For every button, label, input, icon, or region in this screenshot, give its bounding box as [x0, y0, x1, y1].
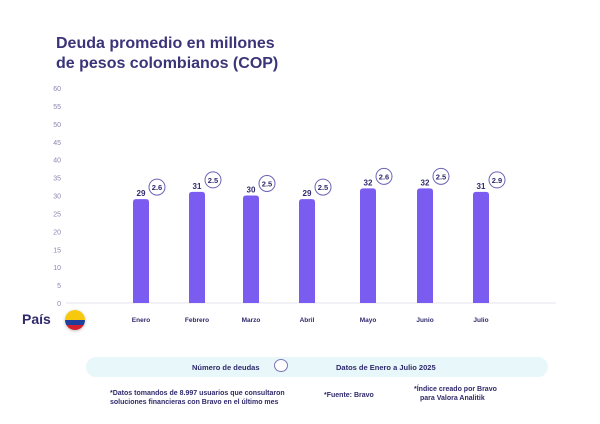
debt-count-bubble [204, 171, 222, 189]
y-tick-label: 0 [57, 301, 61, 308]
x-tick-label: Enero [132, 317, 150, 324]
index-note-line-1: *Índice creado por Bravo [414, 386, 497, 393]
y-tick-label: 15 [53, 247, 61, 254]
bar [417, 188, 433, 303]
colombia-flag-icon [65, 310, 85, 330]
data-source-note-line-2: soluciones financieras con Bravo en el ú… [110, 399, 279, 406]
debt-count-bubble [314, 178, 332, 196]
y-tick-label: 45 [53, 140, 61, 147]
chart-title-line-1: Deuda promedio en millones [56, 35, 275, 52]
debt-count-label: 2.5 [436, 172, 446, 181]
bar [189, 191, 205, 303]
legend-bar: Número de deudas Datos de Enero a Julio … [86, 357, 548, 377]
bar-value-label: 32 [364, 178, 373, 187]
data-source-note: *Datos tomandos de 8.997 usuarios que co… [110, 389, 285, 407]
debt-count-label: 2.6 [152, 183, 162, 192]
source-note: *Fuente: Bravo [324, 392, 374, 399]
bar-value-label: 32 [421, 178, 430, 187]
chart-title-line-2: de pesos colombianos (COP) [56, 55, 279, 72]
y-tick-label: 5 [57, 283, 61, 290]
x-tick-label: Abril [300, 317, 315, 324]
debt-count-label: 2.6 [379, 172, 389, 181]
data-source-note-line-1: *Datos tomandos de 8.997 usuarios que co… [110, 390, 285, 397]
x-tick-label: Julio [473, 317, 488, 324]
bar [299, 199, 315, 303]
y-tick-label: 55 [53, 104, 61, 111]
y-tick-label: 60 [53, 86, 61, 93]
debt-count-bubble [432, 167, 450, 185]
period-label: Datos de Enero a Julio 2025 [336, 363, 436, 372]
bar-chart: 0 5 10 15 20 25 30 35 40 45 50 55 60 29 2.6 Enero 31 2.5 F… [53, 86, 556, 324]
y-tick-label: 35 [53, 176, 61, 183]
debts-count-label: Número de deudas [192, 363, 260, 372]
bar-value-label: 31 [193, 182, 202, 191]
debt-count-label: 2.9 [492, 176, 502, 185]
debt-count-label: 2.5 [262, 180, 272, 189]
debt-count-bubble [258, 175, 276, 192]
bar-value-label: 29 [303, 189, 312, 198]
debt-count-bubble [488, 171, 506, 189]
debt-count-label: 2.5 [208, 176, 218, 185]
bar-value-label: 30 [247, 186, 256, 195]
bar-value-label: 31 [477, 182, 486, 191]
x-tick-label: Mayo [360, 317, 377, 324]
bar [473, 191, 489, 303]
speech-bubble-icon [274, 359, 288, 372]
y-tick-label: 20 [53, 229, 61, 236]
y-tick-label: 25 [53, 211, 61, 218]
index-note: *Índice creado por Bravo para Valora Ana… [414, 385, 497, 403]
chart-title: Deuda promedio en millones de pesos colo… [56, 34, 376, 74]
bar [133, 199, 149, 303]
index-note-line-2: para Valora Analitik [420, 395, 485, 402]
y-tick-label: 40 [53, 158, 61, 165]
x-tick-label: Marzo [242, 317, 261, 324]
debt-count-label: 2.5 [318, 183, 328, 192]
x-tick-label: Febrero [185, 317, 209, 324]
country-label: País [22, 311, 51, 327]
bar-value-label: 29 [137, 189, 146, 198]
debt-count-bubble [148, 178, 166, 196]
bar [360, 188, 376, 303]
y-tick-label: 30 [53, 194, 61, 201]
x-tick-label: Junio [416, 317, 433, 324]
y-tick-label: 10 [53, 265, 61, 272]
debt-count-bubble [375, 167, 393, 185]
y-tick-label: 50 [53, 122, 61, 129]
bar [243, 195, 259, 303]
